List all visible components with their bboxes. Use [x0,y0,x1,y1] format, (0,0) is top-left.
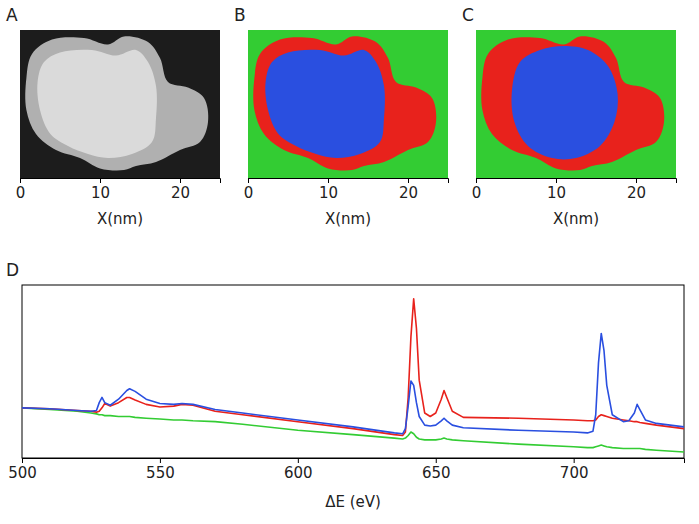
axis-line [477,179,677,184]
tick: 20 [627,178,646,202]
x-axis: 0 10 20 [16,178,221,202]
tick-label: 0 [472,184,482,202]
tick: 10 [91,178,110,202]
plot-area [22,299,684,452]
tick-mark [408,178,409,183]
tick-mark [22,458,23,463]
tick-mark [328,178,329,183]
tick-mark [180,178,181,183]
tick: 0 [472,178,482,202]
region [512,46,618,159]
tick-mark [298,458,299,463]
panel-letter: B [234,5,246,25]
tick-label: 0 [244,184,254,202]
tick: 550 [146,458,175,482]
region [20,30,220,178]
tick: 10 [547,178,566,202]
tick-label: 550 [146,464,175,482]
panel-letter: A [6,5,18,25]
axis-title: ΔE (eV) [325,493,381,511]
tick: 650 [422,458,451,482]
tick-mark [436,458,437,463]
region [481,36,664,170]
tick-label: 600 [284,464,313,482]
tick-label: 500 [8,464,37,482]
tick-label: 10 [91,184,110,202]
panel-letter: D [6,260,19,280]
region [248,30,448,178]
region [37,50,157,158]
tick: 0 [16,178,26,202]
axis-title: X(nm) [553,210,599,228]
plot-frame [22,285,684,458]
region [265,50,385,158]
spectrum-line [22,299,684,436]
tick: 0 [244,178,254,202]
tick-mark [636,178,637,183]
spectrum-line [22,333,684,433]
x-axis: 0 10 20 [472,178,677,202]
image-area [476,30,676,178]
x-axis: 0 10 20 [244,178,449,202]
image-area [248,30,448,178]
tick-mark [574,458,575,463]
tick: 10 [319,178,338,202]
tick: 20 [171,178,190,202]
region [253,36,436,170]
tick-label: 20 [171,184,190,202]
tick-mark [160,458,161,463]
tick-label: 20 [627,184,646,202]
figure: 0 10 20 A X(nm) 0 10 20 B X(nm) 0 10 20 C X(nm) 500 550 6… [0,0,699,524]
tick: 600 [284,458,313,482]
axis-line [249,179,449,184]
spectrum-line [22,408,684,452]
tick: 700 [560,458,589,482]
panel-letter: C [462,5,474,25]
tick-mark [20,178,21,183]
region [476,30,676,178]
tick-mark [100,178,101,183]
x-axis: 500 550 600 650 700 [8,458,684,482]
axis-title: X(nm) [97,210,143,228]
axis-line [21,179,221,184]
tick-label: 10 [319,184,338,202]
tick: 500 [8,458,37,482]
tick-label: 10 [547,184,566,202]
axis-title: X(nm) [325,210,371,228]
region [25,36,208,170]
tick: 20 [399,178,418,202]
tick-label: 700 [560,464,589,482]
tick-label: 650 [422,464,451,482]
tick-label: 0 [16,184,26,202]
tick-mark [476,178,477,183]
axis-line [23,459,685,464]
tick-mark [248,178,249,183]
image-area [20,30,220,178]
tick-label: 20 [399,184,418,202]
tick-mark [556,178,557,183]
